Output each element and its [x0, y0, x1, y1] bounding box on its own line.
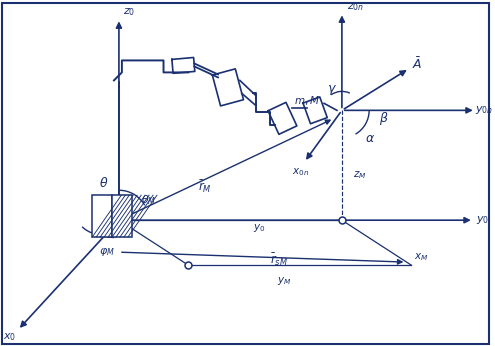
Text: $z_{0n}$: $z_{0n}$ [347, 2, 364, 13]
Bar [112, 195, 132, 237]
Text: $\gamma$: $\gamma$ [327, 83, 337, 97]
Text: $y_0$: $y_0$ [253, 222, 266, 234]
Bar [92, 195, 112, 237]
Text: $x_{0n}$: $x_{0n}$ [292, 166, 309, 178]
Text: $y_0$: $y_0$ [476, 214, 489, 226]
Text: $y_M$: $y_M$ [277, 275, 292, 287]
Text: $x_0$: $x_0$ [3, 331, 16, 343]
Text: $\alpha$: $\alpha$ [365, 132, 375, 145]
Text: $m,M$: $m,M$ [294, 94, 320, 107]
Text: $\beta$: $\beta$ [379, 110, 388, 127]
Text: $\bar{r}_{sM}$: $\bar{r}_{sM}$ [270, 252, 289, 268]
Text: $y_{0n}$: $y_{0n}$ [476, 104, 494, 116]
Text: $\varphi_M$: $\varphi_M$ [99, 246, 115, 258]
Text: $z_M$: $z_M$ [353, 169, 366, 181]
Text: $\theta_M$: $\theta_M$ [141, 193, 156, 207]
Text: $x_M$: $x_M$ [414, 251, 428, 263]
Text: $\theta$: $\theta$ [99, 176, 109, 190]
Text: $\bar{A}$: $\bar{A}$ [412, 57, 422, 72]
Text: $z_0$: $z_0$ [123, 7, 135, 18]
Text: $\bar{r}_M$: $\bar{r}_M$ [198, 179, 212, 195]
